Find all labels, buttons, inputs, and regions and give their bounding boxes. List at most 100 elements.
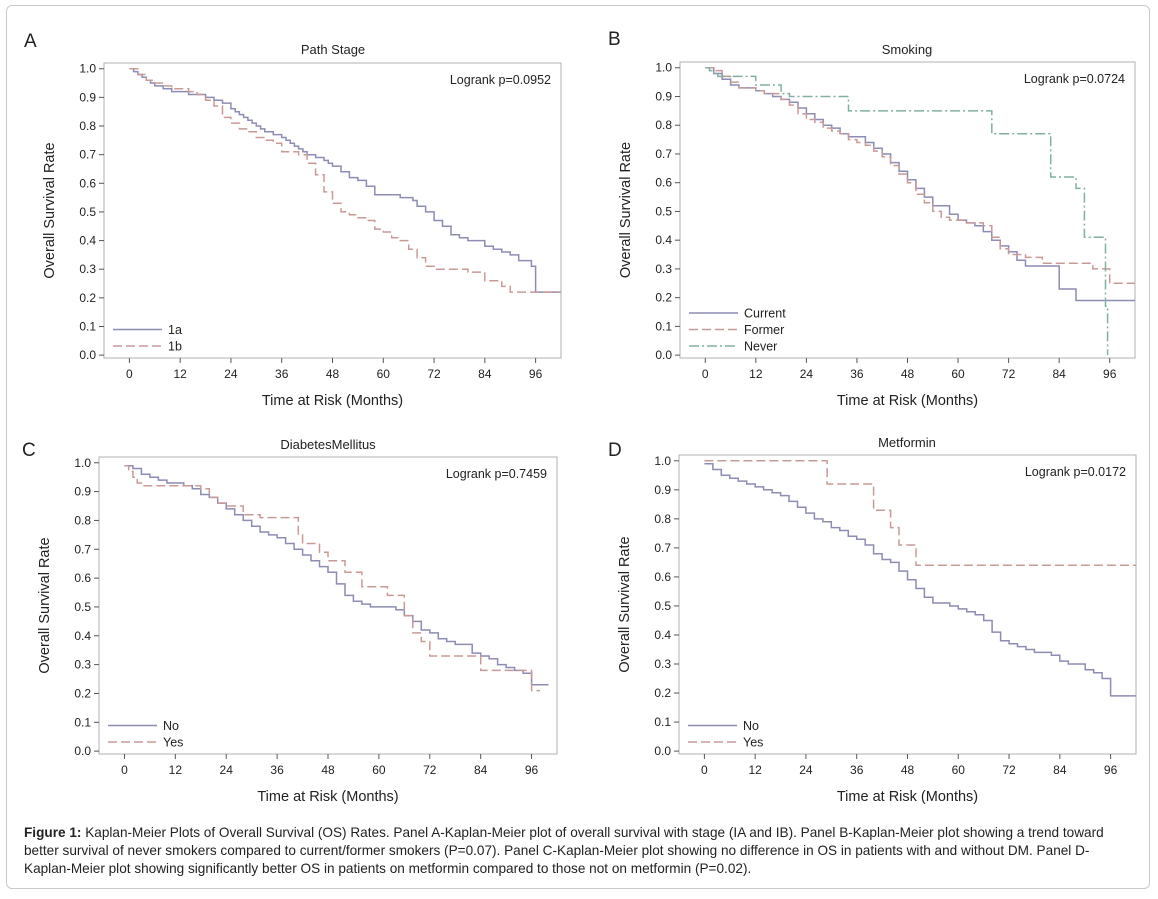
- survival-curve-1: [124, 464, 549, 686]
- y-tick-label: 0.1: [74, 715, 91, 729]
- y-tick-label: 0.5: [79, 205, 96, 219]
- logrank-annotation: Logrank p=0.0952: [450, 73, 551, 87]
- survival-curve-3: [705, 66, 1109, 356]
- legend-label: Yes: [163, 736, 183, 750]
- legend-label: Yes: [743, 736, 763, 750]
- x-tick-label: 12: [749, 367, 763, 381]
- survival-curve-1: [704, 462, 1136, 697]
- y-tick-label: 1.0: [74, 456, 91, 470]
- x-tick-label: 24: [799, 763, 813, 777]
- x-tick-label: 12: [173, 367, 187, 381]
- plot-frame: [678, 454, 1137, 755]
- x-tick-label: 36: [275, 367, 289, 381]
- y-tick-label: 0.2: [74, 686, 91, 700]
- survival-curve-1: [705, 66, 1135, 302]
- km-plot: 0.0 0.1 0.2 0.3 0.4 0.5 0.6 0.7 0.8 0.9 1.0 0 12 24 36…: [618, 61, 1136, 409]
- x-tick-label: 72: [1002, 367, 1016, 381]
- x-axis-label: Time at Risk (Months): [257, 789, 398, 805]
- y-axis-label: Overall Survival Rate: [617, 536, 633, 672]
- y-tick-label: 0.0: [79, 348, 96, 362]
- y-tick-label: 0.3: [655, 262, 672, 276]
- legend-label: 1b: [168, 340, 182, 354]
- legend-label: 1a: [168, 323, 182, 337]
- panel-d: D Metformin 0.00.10.20.30.40.50.60.70.80…: [608, 435, 1137, 805]
- x-axis-label: Time at Risk (Months): [837, 393, 978, 409]
- x-tick-label: 12: [748, 763, 762, 777]
- x-tick-label: 0: [701, 763, 708, 777]
- survival-curve-2: [124, 464, 540, 692]
- logrank-annotation: Logrank p=0.0172: [1025, 465, 1126, 479]
- y-tick-label: 0.6: [74, 571, 91, 585]
- y-tick-label: 0.7: [74, 542, 91, 556]
- survival-curve-2: [129, 67, 561, 293]
- y-tick-label: 1.0: [654, 454, 671, 468]
- panel-b: B Smoking 0.0 0.1 0.2 0.3 0.4 0.5 0.6 0.7 0.8 0.9…: [608, 29, 1136, 409]
- x-axis-label: Time at Risk (Months): [262, 393, 403, 409]
- x-tick-label: 48: [326, 367, 340, 381]
- y-tick-label: 0.3: [74, 658, 91, 672]
- legend-label: Former: [744, 323, 784, 337]
- x-tick-label: 72: [423, 763, 437, 777]
- x-tick-label: 60: [952, 763, 966, 777]
- chart-title: DiabetesMellitus: [280, 437, 376, 452]
- x-tick-label: 84: [1053, 763, 1067, 777]
- caption-label: Figure 1:: [24, 825, 82, 840]
- y-tick-label: 0.0: [654, 744, 671, 758]
- y-tick-label: 1.0: [655, 61, 672, 75]
- x-tick-label: 84: [474, 763, 488, 777]
- x-tick-label: 36: [270, 763, 284, 777]
- survival-curve-2: [705, 66, 1135, 285]
- y-tick-label: 0.4: [655, 233, 672, 247]
- y-tick-label: 0.6: [655, 176, 672, 190]
- figure-frame: [6, 5, 1150, 889]
- y-tick-label: 0.7: [654, 541, 671, 555]
- x-tick-label: 96: [1103, 367, 1117, 381]
- x-tick-label: 12: [169, 763, 183, 777]
- y-tick-label: 0.6: [79, 176, 96, 190]
- y-tick-label: 0.7: [79, 148, 96, 162]
- y-axis-label: Overall Survival Rate: [37, 537, 53, 673]
- legend-label: Current: [744, 307, 786, 321]
- caption-text: Kaplan-Meier Plots of Overall Survival (…: [24, 825, 1104, 876]
- x-tick-label: 72: [427, 367, 441, 381]
- y-tick-label: 0.4: [74, 629, 91, 643]
- y-tick-label: 0.2: [79, 291, 96, 305]
- survival-curve-1: [129, 67, 561, 293]
- y-tick-label: 0.8: [79, 119, 96, 133]
- x-tick-label: 84: [1052, 367, 1066, 381]
- y-tick-label: 0.2: [655, 291, 672, 305]
- y-tick-label: 0.7: [655, 147, 672, 161]
- y-tick-label: 0.8: [655, 118, 672, 132]
- panel-a: A Path Stage 0.0 0.1 0.2 0.3 0.4 0.5 0.6 0.7 0.8…: [24, 31, 562, 409]
- y-tick-label: 0.9: [654, 483, 671, 497]
- survival-curve-2: [704, 460, 1136, 567]
- plot-frame: [103, 62, 562, 359]
- x-tick-label: 0: [121, 763, 128, 777]
- chart-title: Smoking: [882, 42, 933, 57]
- y-tick-label: 0.5: [654, 599, 671, 613]
- legend-label: No: [163, 719, 179, 733]
- y-tick-label: 0.5: [74, 600, 91, 614]
- logrank-annotation: Logrank p=0.0724: [1024, 72, 1125, 86]
- y-tick-label: 0.9: [79, 90, 96, 104]
- panel-letter: A: [24, 31, 37, 52]
- chart-title: Path Stage: [301, 42, 365, 57]
- y-tick-label: 0.3: [79, 262, 96, 276]
- km-figure: A Path Stage 0.0 0.1 0.2 0.3 0.4 0.5 0.6 0.7 0.8…: [22, 29, 1137, 805]
- panel-letter: D: [608, 440, 622, 461]
- km-plot: 0.0 0.1 0.2 0.3 0.4 0.5 0.6 0.7 0.8 0.9 1.0 0 12 24 36…: [42, 62, 562, 409]
- x-tick-label: 96: [529, 367, 543, 381]
- x-tick-label: 84: [478, 367, 492, 381]
- panel-letter: C: [22, 440, 36, 461]
- km-plot: 0.0 0.1 0.2 0.3 0.4 0.5 0.6 0.7 0.8 0.9 1.0 0 12 24 36…: [37, 456, 558, 805]
- x-tick-label: 60: [951, 367, 965, 381]
- x-axis-label: Time at Risk (Months): [837, 789, 978, 805]
- y-axis-label: Overall Survival Rate: [42, 142, 58, 278]
- km-plot: 0.0 0.1 0.2 0.3 0.4 0.5 0.6 0.7 0.8 0.9 1.0 0 12 24 36…: [617, 454, 1137, 805]
- y-tick-label: 0.6: [654, 570, 671, 584]
- y-tick-label: 0.5: [655, 204, 672, 218]
- x-tick-label: 48: [901, 367, 915, 381]
- x-tick-label: 36: [850, 763, 864, 777]
- x-tick-label: 0: [126, 367, 133, 381]
- x-tick-label: 48: [321, 763, 335, 777]
